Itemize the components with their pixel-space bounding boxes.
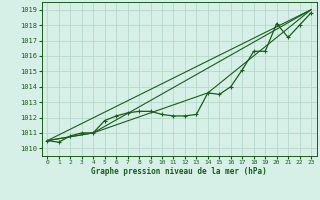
X-axis label: Graphe pression niveau de la mer (hPa): Graphe pression niveau de la mer (hPa) xyxy=(91,167,267,176)
